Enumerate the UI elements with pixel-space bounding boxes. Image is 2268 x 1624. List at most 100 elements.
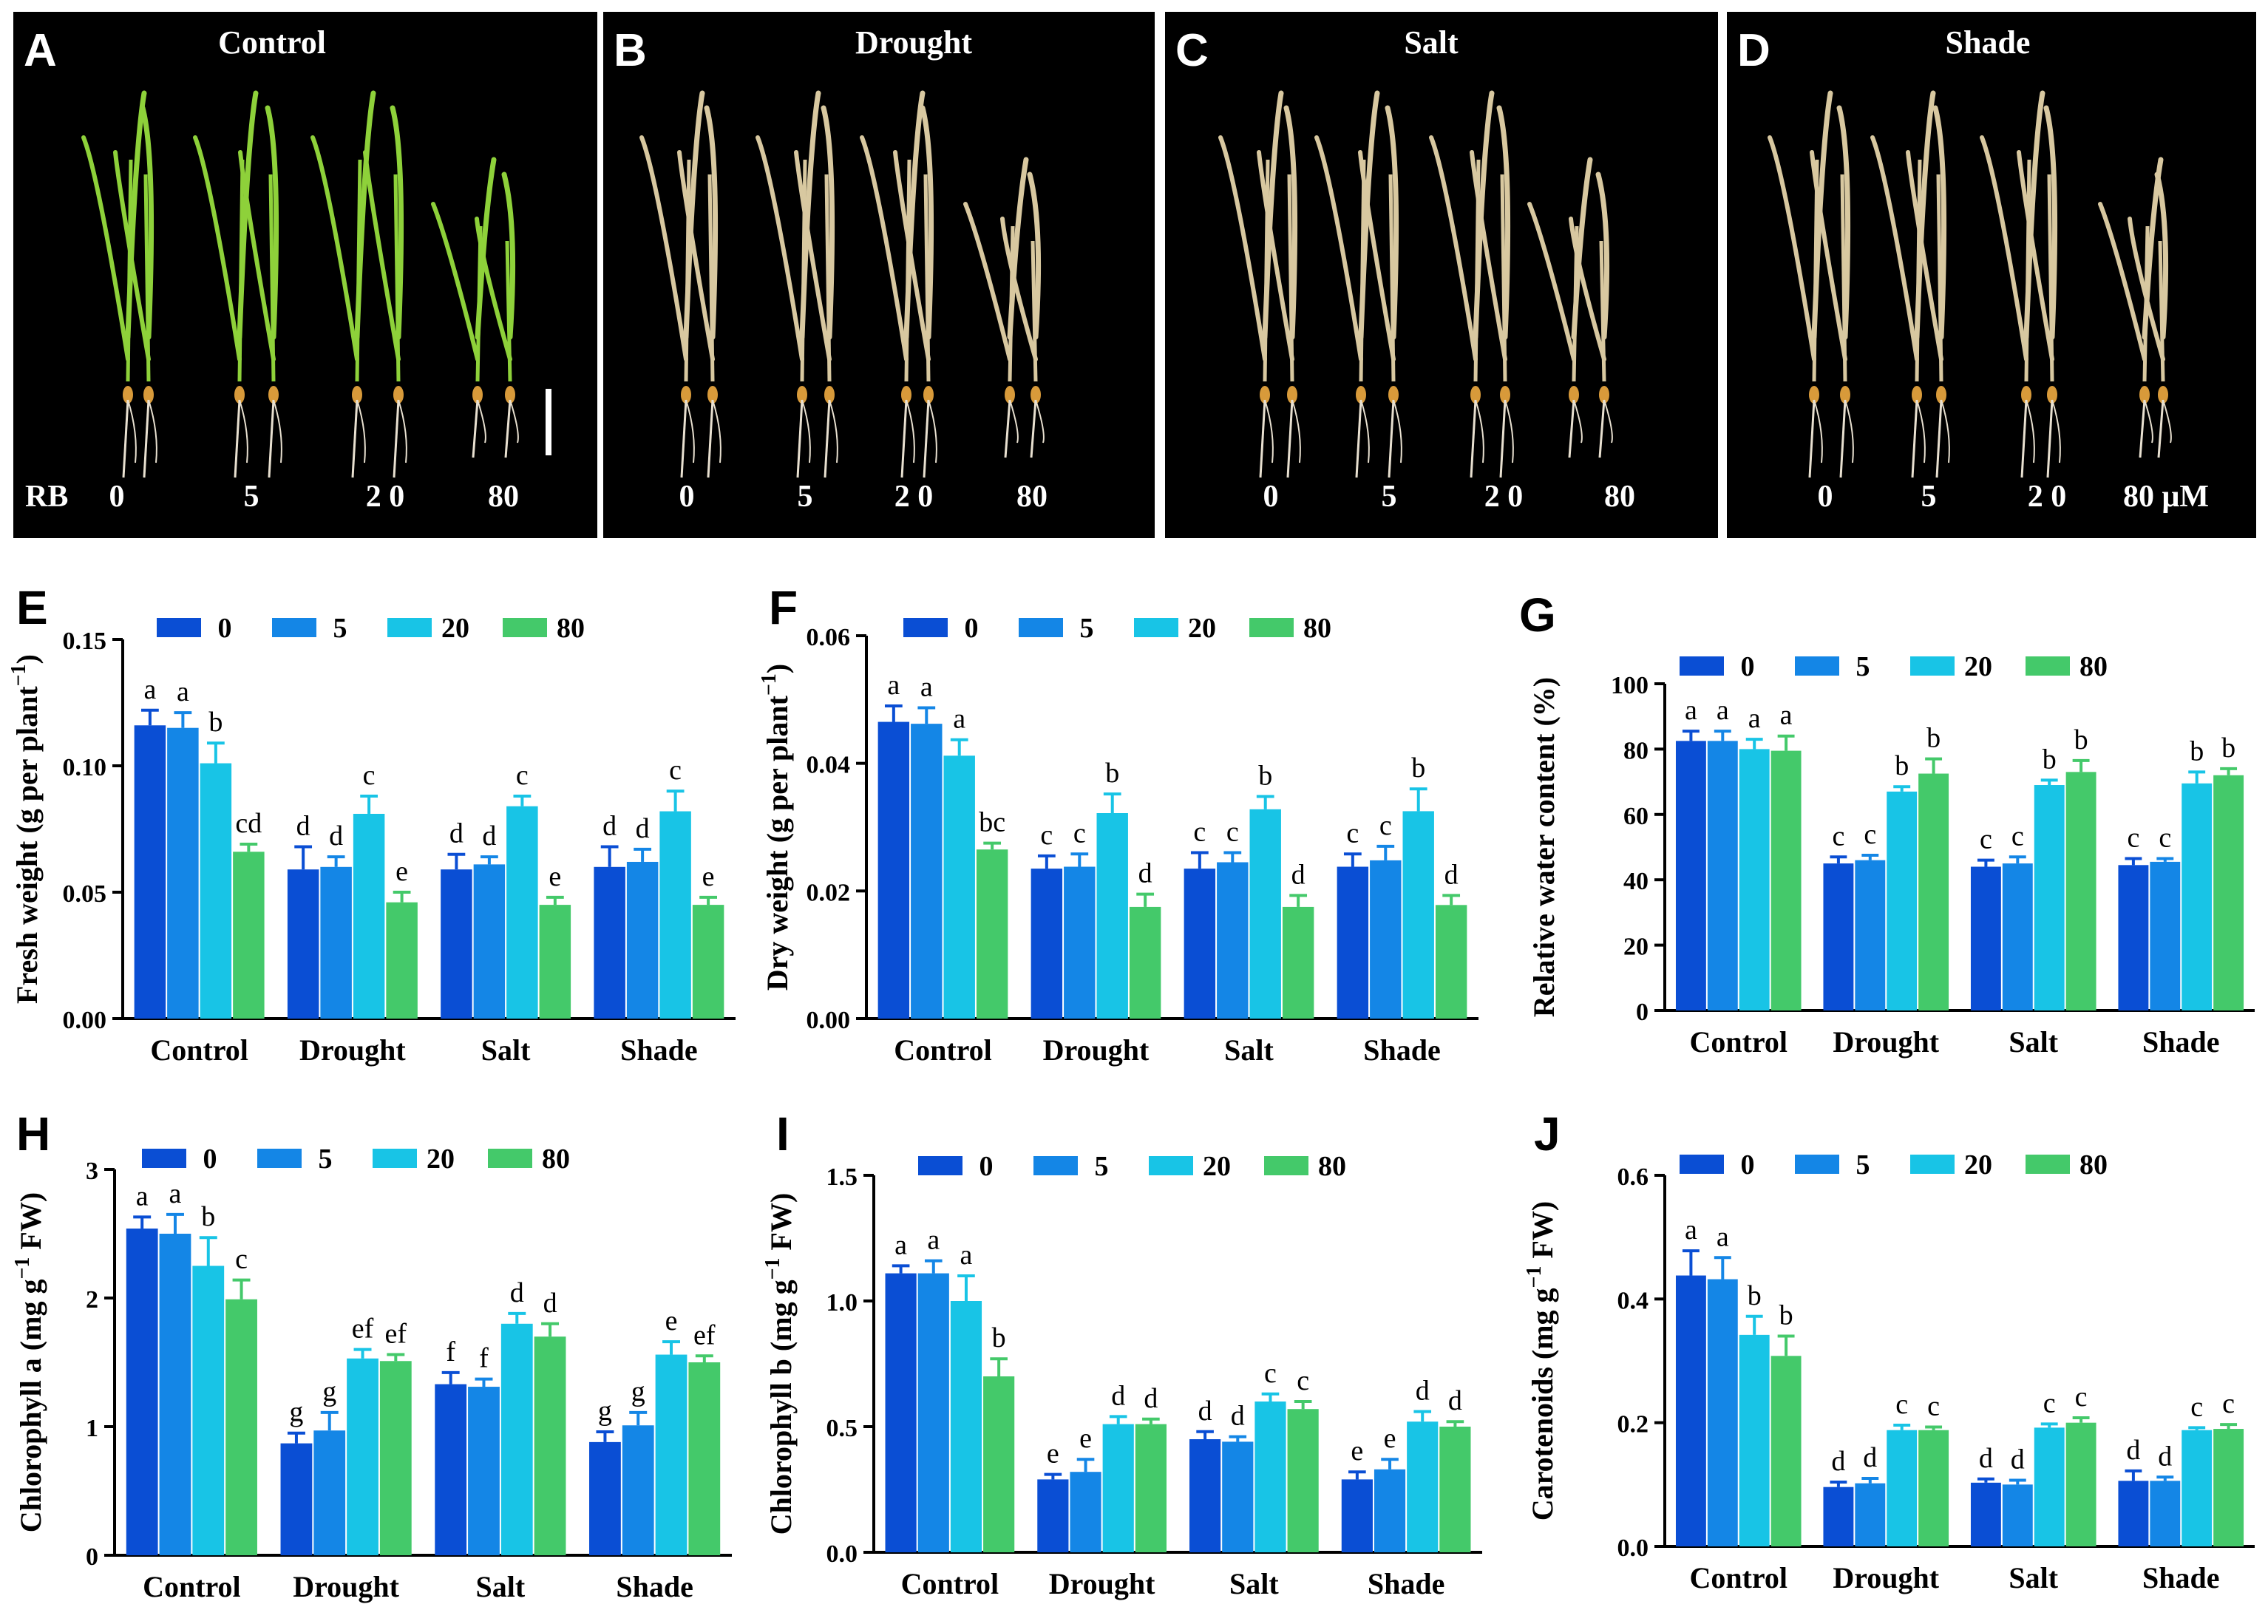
significance-letter: d [602, 810, 617, 841]
y-axis-label: Chlorophyll b (mg g−1 FW) [761, 1193, 798, 1535]
seedling [1314, 90, 1380, 478]
significance-letter: c [1927, 1391, 1940, 1422]
significance-letter: e [1047, 1438, 1059, 1470]
bar [1102, 1424, 1134, 1552]
bar [353, 813, 385, 1019]
seedling [1470, 105, 1514, 478]
bar [506, 806, 538, 1019]
chart-panel-j: J 0 5 20 80 0.0 0.2 0.4 0.6 Carotenoids (mg g−1 … [1493, 1101, 2268, 1624]
conc-label: 80 [1016, 480, 1048, 514]
bar [1129, 906, 1161, 1019]
bar [1184, 869, 1216, 1019]
seedling [1810, 105, 1854, 478]
seedling [1768, 90, 1833, 478]
conc-label: 5 [1921, 480, 1937, 514]
chart-panel-f: F 0 5 20 80 0.00 0.02 0.04 0.06 Dry weight (g pe… [747, 562, 1493, 1094]
bar [2118, 1481, 2149, 1546]
legend-swatch [903, 618, 948, 637]
bar [287, 869, 319, 1019]
y-tick-label: 0 [86, 1543, 98, 1571]
seedling [1218, 90, 1284, 478]
significance-letter: f [446, 1336, 455, 1368]
x-tick-label: Salt [476, 1570, 526, 1603]
significance-letter: b [1748, 1280, 1762, 1311]
significance-letter: a [1748, 703, 1761, 734]
y-tick-label: 1.0 [826, 1289, 858, 1316]
chart-panel-e: E 0 5 20 80 0.00 0.05 0.10 0.15 Fresh weight (g … [0, 562, 747, 1094]
x-tick-label: Drought [1043, 1033, 1150, 1067]
x-tick-label: Control [143, 1570, 241, 1603]
significance-letter: b [1926, 723, 1941, 754]
bar [594, 866, 625, 1019]
conc-label: 2 0 [365, 480, 405, 514]
legend-label: 0 [203, 1144, 217, 1175]
y-tick-label: 0.6 [1617, 1163, 1649, 1191]
legend-label: 5 [1856, 651, 1870, 682]
bar [435, 1384, 467, 1555]
bar-chart-relative-water-content: 0 5 20 80 0 20 40 60 80 100 Relative water content… [1527, 651, 2255, 1059]
significance-letter: d [2011, 1444, 2025, 1475]
seedling [756, 90, 821, 478]
y-tick-label: 2 [86, 1286, 98, 1314]
seedling [2017, 105, 2061, 478]
significance-letter: b [1779, 1300, 1793, 1331]
legend-label: 20 [1964, 651, 1992, 682]
panel-label-i: I [776, 1107, 790, 1161]
legend-swatch [1019, 618, 1063, 637]
significance-letter: a [1717, 1221, 1729, 1252]
conc-label: 0 [1263, 480, 1279, 514]
x-tick-label: Drought [1833, 1025, 1939, 1059]
panel-label-c: C [1175, 25, 1209, 76]
bar [2213, 775, 2244, 1010]
y-tick-label: 0.4 [1617, 1287, 1649, 1314]
seedling [1870, 90, 1936, 478]
conc-label: 0 [1817, 480, 1833, 514]
bar [983, 1376, 1015, 1552]
legend-swatch [387, 618, 432, 637]
significance-letter: a [953, 704, 965, 735]
bar-chart-chlorophyll-b: 0 5 20 80 0.0 0.5 1.0 1.5 Chlorophyll b (mg g−1 … [761, 1151, 1482, 1600]
legend-swatch [142, 1149, 186, 1168]
bar [1254, 1402, 1286, 1552]
significance-letter: c [1193, 817, 1206, 848]
y-tick-label: 20 [1623, 934, 1649, 961]
bar [1970, 866, 2001, 1010]
y-tick-label: 0.5 [826, 1415, 858, 1442]
significance-letter: d [1448, 1385, 1462, 1416]
bar [1402, 811, 1434, 1019]
legend-swatch [272, 618, 316, 637]
significance-letter: e [549, 861, 561, 892]
bar [1287, 1409, 1319, 1552]
legend-label: 5 [319, 1144, 333, 1175]
significance-letter: d [1863, 1442, 1877, 1473]
seedling [2098, 157, 2164, 458]
bar [1189, 1439, 1221, 1552]
significance-letter: a [1685, 695, 1697, 726]
seedling-photo-a [81, 90, 551, 478]
conc-label: 5 [797, 480, 813, 514]
legend-swatch [1910, 656, 1955, 676]
legend-label: 80 [542, 1144, 570, 1175]
y-tick-label: 1.5 [826, 1163, 858, 1191]
legend-swatch [503, 618, 547, 637]
significance-letter: a [169, 1178, 182, 1209]
y-tick-label: 0.15 [63, 628, 107, 655]
seedling [1980, 90, 2045, 478]
significance-letter: a [894, 1229, 907, 1260]
y-tick-label: 0.00 [807, 1007, 851, 1034]
significance-letter: c [235, 1244, 248, 1275]
x-tick-label: Shade [2142, 1025, 2220, 1059]
conc-label: 5 [1381, 480, 1397, 514]
significance-letter: a [927, 1225, 940, 1256]
significance-letter: d [1231, 1401, 1245, 1432]
bar [1435, 905, 1467, 1019]
significance-letter: a [920, 672, 933, 703]
seedling-photo-b [639, 90, 1045, 478]
significance-letter: e [1351, 1436, 1363, 1467]
x-tick-label: Shade [2142, 1561, 2220, 1594]
significance-letter: b [1105, 758, 1119, 789]
significance-letter: a [1717, 695, 1729, 726]
bar [1282, 906, 1314, 1019]
chart-panel-g: G 0 5 20 80 0 20 40 60 80 100 Relative water conte… [1493, 562, 2268, 1094]
significance-letter: a [177, 676, 189, 707]
